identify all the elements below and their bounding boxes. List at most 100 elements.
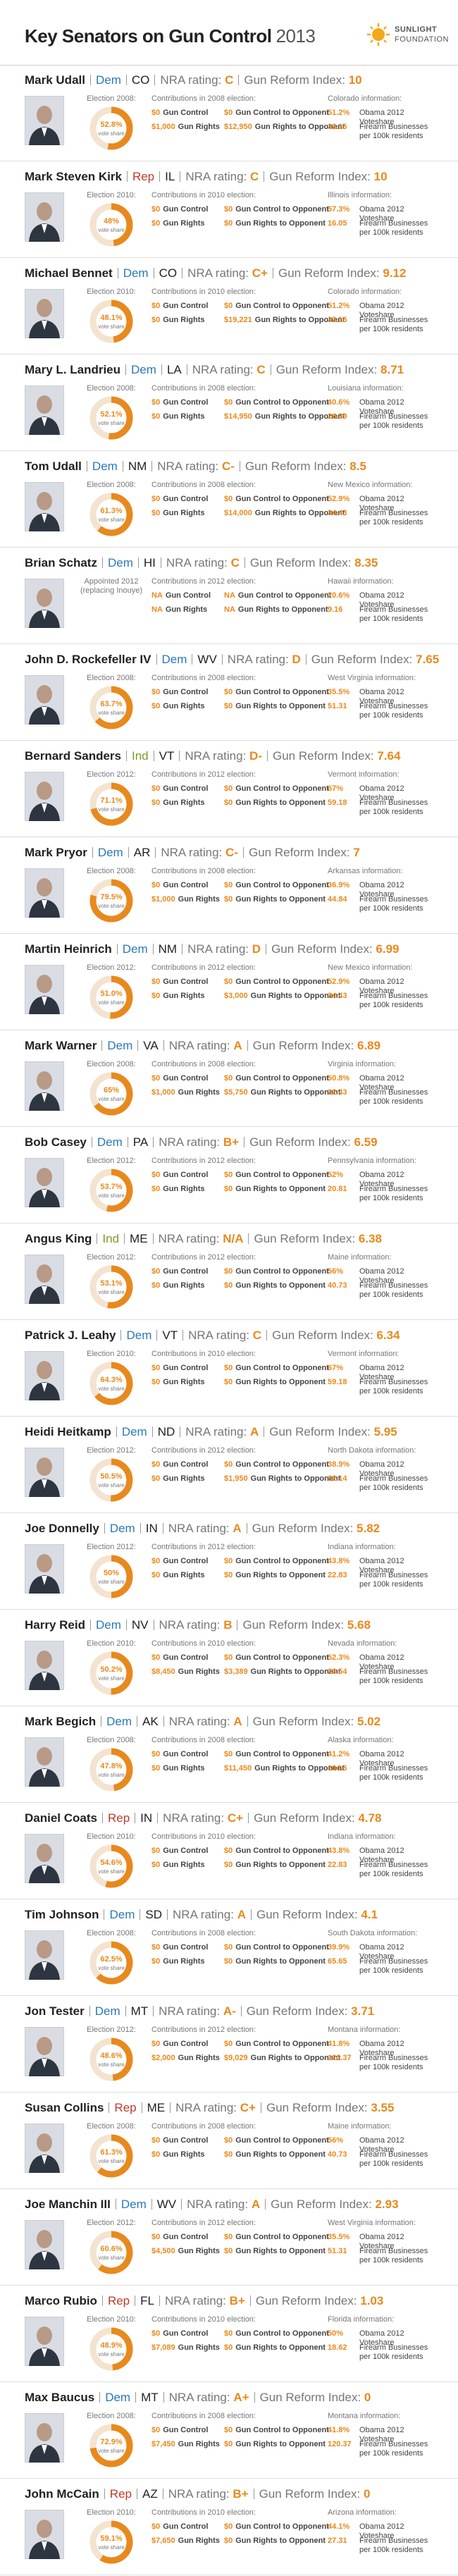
contribution-amount: $0 (224, 1267, 233, 1276)
contribution-label: Gun Rights to Opponent (235, 2343, 326, 2352)
name-line: Mark Begich Dem AK NRA rating: A Gun Reform … (25, 1715, 380, 1729)
nra-rating: C (250, 170, 259, 183)
contribution: $0 Gun Control (151, 1074, 208, 1083)
state: NV (131, 1618, 149, 1632)
obama-share: 52.9% (328, 495, 350, 503)
contribution-label: Gun Rights to Opponent (235, 1185, 326, 1193)
vote-share-value: 52.8% (100, 121, 122, 129)
contribution: $4,500 Gun Rights (151, 2247, 220, 2255)
contributions-title: Contributions in 2012 election: (151, 1543, 256, 1551)
state-info-title: Arkansas information: (328, 867, 403, 875)
separator (238, 75, 240, 85)
obama-label: Obama 2012 Voteshare (359, 2040, 404, 2057)
photo-head (37, 2423, 52, 2441)
election-label: Election 2012: (87, 1253, 136, 1262)
photo-shirt (42, 1769, 47, 1778)
contribution-label: Gun Control to Opponent (235, 1074, 329, 1083)
name-line: Mary L. Landrieu Dem LA NRA rating: C Gun Re… (25, 363, 404, 377)
contribution-label: Gun Rights (163, 412, 205, 421)
contribution-label: Gun Rights (178, 2247, 220, 2255)
contribution-amount: $0 (224, 2040, 233, 2048)
photo-shirt (42, 900, 47, 909)
nra-rating: A (233, 1522, 242, 1535)
state-info-title: Indiana information: (328, 1543, 396, 1551)
obama-label: Obama 2012 Voteshare (359, 1364, 404, 1381)
state-info-title: Louisiana information: (328, 384, 404, 393)
state: PA (132, 1135, 149, 1149)
vote-share-caption: vote share (98, 1386, 125, 1392)
contribution-label: Gun Rights to Opponent (237, 605, 328, 614)
senator-name: Susan Collins (25, 2101, 104, 2114)
firearm-label: Firearm Businesses per 100k residents (359, 1378, 428, 1395)
firearm-label: Firearm Businesses per 100k residents (359, 895, 428, 913)
state: IL (165, 170, 175, 183)
contribution-label: Gun Rights (163, 1764, 205, 1773)
separator (163, 2392, 164, 2403)
separator (248, 1813, 249, 1823)
party: Rep (114, 2101, 137, 2114)
contribution-label: Gun Rights (163, 1957, 205, 1966)
separator (92, 847, 93, 858)
photo-shirt (42, 610, 47, 620)
donut-arc (97, 2134, 133, 2178)
contribution-amount: $0 (151, 688, 161, 696)
donut-arc (94, 1362, 133, 1405)
contributions-title: Contributions in 2010 election: (151, 2315, 256, 2324)
contribution-amount: $0 (151, 799, 161, 807)
contribution: $0 Gun Control to Opponent (224, 2233, 329, 2241)
nra-label: NRA rating: (161, 846, 223, 859)
contribution: NA Gun Control to Opponent (224, 591, 331, 600)
separator (247, 1040, 248, 1051)
vote-share-donut: 54.6%vote share (89, 1844, 133, 1888)
nra-rating: A (249, 1425, 259, 1438)
firearm-label: Firearm Businesses per 100k residents (359, 316, 428, 333)
contribution: $14,950 Gun Rights to Opponent (224, 412, 345, 421)
index-label: Gun Reform Index: (255, 2294, 357, 2307)
photo-head (37, 1458, 52, 1476)
contribution: $3,000 Gun Rights to Opponent (224, 992, 340, 1000)
vote-share-value: 50% (104, 1569, 119, 1577)
separator (155, 847, 156, 858)
contribution-amount: $0 (151, 784, 161, 793)
firearm-label: Firearm Businesses per 100k residents (359, 219, 428, 237)
senator-entry: John McCain Rep AZ NRA rating: B+ Gun Reform… (0, 2479, 458, 2575)
contribution-amount: $11,450 (224, 1764, 252, 1773)
photo-head (37, 2037, 52, 2055)
obama-label: Obama 2012 Voteshare (359, 881, 404, 899)
separator (247, 1716, 248, 1727)
contribution: $0 Gun Control to Opponent (224, 109, 329, 117)
nra-label: NRA rating: (227, 653, 289, 666)
contribution-label: Gun Rights (163, 1378, 205, 1386)
contribution-amount: $0 (151, 978, 161, 986)
firearm-label: Firearm Businesses per 100k residents (359, 605, 428, 623)
state-info-title: Florida information: (328, 2315, 395, 2324)
separator (135, 2392, 137, 2403)
separator (125, 75, 127, 85)
contribution: $0 Gun Control to Opponent (224, 2329, 329, 2338)
photo (25, 289, 64, 338)
name-line: Bob Casey Dem PA NRA rating: B+ Gun Reform I… (25, 1135, 378, 1150)
contribution: $0 Gun Control to Opponent (224, 784, 329, 793)
donut-arc (97, 493, 133, 536)
firearm-label: Firearm Businesses per 100k residents (359, 2150, 428, 2168)
contribution: $0 Gun Control (151, 2426, 208, 2434)
gun-reform-index: 6.38 (358, 1232, 382, 1245)
gun-reform-index: 10 (373, 170, 388, 183)
nra-label: NRA rating: (185, 749, 247, 763)
nra-label: NRA rating: (185, 170, 247, 183)
name-line: Mark Pryor Dem AR NRA rating: C- Gun Reform … (25, 846, 360, 860)
state-info-title: Maine information: (328, 1253, 392, 1262)
contribution: $1,000 Gun Rights (151, 895, 220, 904)
separator (154, 75, 156, 85)
vote-share-donut: 79.5% vote share (89, 879, 133, 923)
separator (157, 1813, 159, 1823)
contribution: NA Gun Control (151, 591, 211, 600)
contributions-title: Contributions in 2008 election: (151, 481, 256, 489)
gun-reform-index: 3.55 (371, 2101, 395, 2114)
senator-name: Mary L. Landrieu (25, 363, 121, 376)
state: WV (156, 2198, 177, 2211)
state: VA (143, 1039, 159, 1052)
separator (126, 751, 127, 761)
contribution-label: Gun Rights (178, 2343, 220, 2352)
state-info-title: Montana information: (328, 2026, 401, 2034)
